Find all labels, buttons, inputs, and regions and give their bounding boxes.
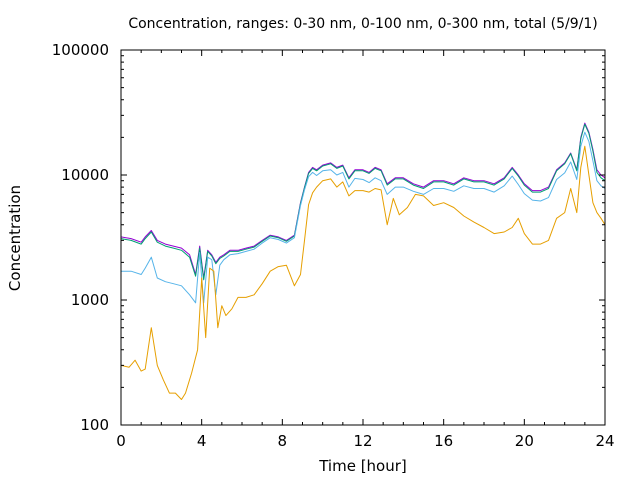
x-tick-label: 16 xyxy=(434,432,453,450)
x-axis-label: Time [hour] xyxy=(318,457,407,475)
y-tick-label: 100 xyxy=(80,416,109,434)
chart-title: Concentration, ranges: 0-30 nm, 0-100 nm… xyxy=(128,16,597,32)
x-tick-label: 12 xyxy=(353,432,372,450)
series-line-2 xyxy=(120,123,606,281)
x-tick-label: 0 xyxy=(116,432,126,450)
x-tick-label: 20 xyxy=(515,432,534,450)
y-tick-label: 1000 xyxy=(71,291,109,309)
x-tick-label: 8 xyxy=(278,432,288,450)
tick-layer: 0 4 8 12 16 20 24 100 1000 10000 100000 xyxy=(52,41,615,450)
series-line-4 xyxy=(120,145,606,400)
series-line-3 xyxy=(121,131,606,304)
y-axis-label: Concentration xyxy=(6,185,24,291)
x-tick-label: 4 xyxy=(197,432,207,450)
x-tick-label: 24 xyxy=(595,432,614,450)
y-tick-label: 100000 xyxy=(52,41,109,59)
plot-frame xyxy=(120,49,606,426)
series-layer xyxy=(120,122,606,400)
y-tick-label: 10000 xyxy=(61,166,109,184)
